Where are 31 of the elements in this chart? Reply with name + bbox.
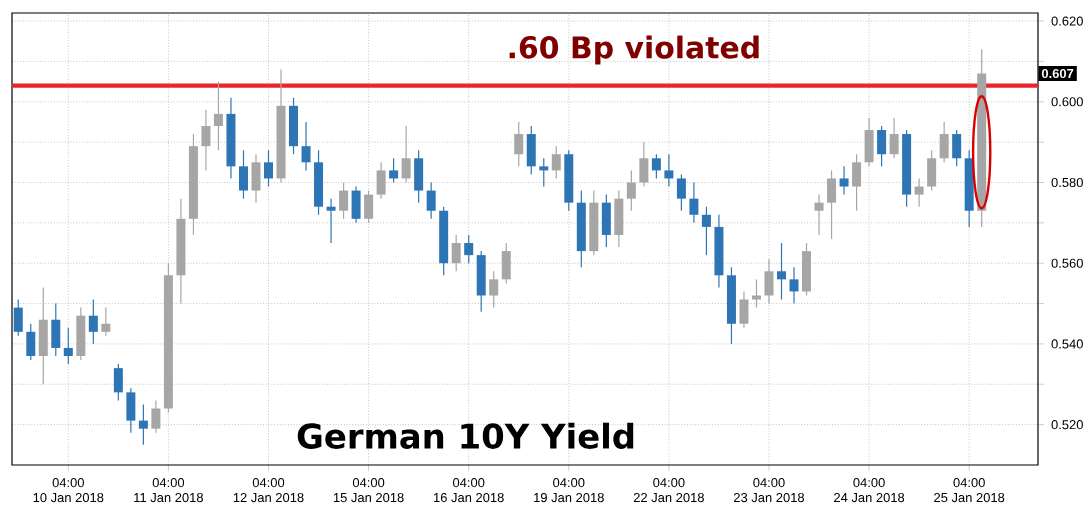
- x-tick-label: 04:00 16 Jan 2018: [434, 478, 504, 503]
- candlestick: [827, 169, 837, 240]
- x-tick-label: 04:00 12 Jan 2018: [233, 478, 304, 503]
- candlestick: [414, 149, 424, 204]
- candlestick: [238, 149, 248, 200]
- y-tick-label: 0.520: [1051, 420, 1083, 430]
- y-tick-label: 0.620: [1051, 16, 1083, 26]
- candlestick: [564, 149, 574, 212]
- candlestick: [902, 129, 912, 208]
- x-tick-label: 04:00 11 Jan 2018: [134, 478, 203, 503]
- x-tick-label: 04:00 23 Jan 2018: [733, 478, 805, 503]
- y-tick-label: 0.600: [1051, 97, 1083, 107]
- candlestick: [751, 278, 761, 309]
- x-tick-label: 04:00 24 Jan 2018: [834, 478, 905, 503]
- candlestick: [314, 149, 324, 216]
- candlestick: [726, 266, 736, 345]
- x-tick-label: 04:00 19 Jan 2018: [534, 478, 604, 503]
- ref-line-label: .60 Bp violated: [509, 35, 759, 65]
- annotation: 0.607: [1041, 68, 1074, 79]
- text: German 10Y Yield: [297, 422, 634, 449]
- candlestick: [852, 153, 862, 212]
- y-tick-label: 0.580: [1051, 177, 1083, 188]
- x-tick-label: 04:00 15 Jan 2018: [333, 478, 404, 503]
- y-tick-label: 0.540: [1051, 339, 1083, 349]
- candlestick: [676, 173, 686, 212]
- candlestick: [626, 169, 636, 212]
- y-tick-label: 0.560: [1051, 258, 1083, 268]
- candlestick: [927, 149, 937, 192]
- x-tick-label: 04:00 25 Jan 2018: [934, 478, 1005, 503]
- x-tick-label: 04:00 22 Jan 2018: [633, 478, 704, 503]
- x-tick-label: 04:00 10 Jan 2018: [33, 478, 104, 503]
